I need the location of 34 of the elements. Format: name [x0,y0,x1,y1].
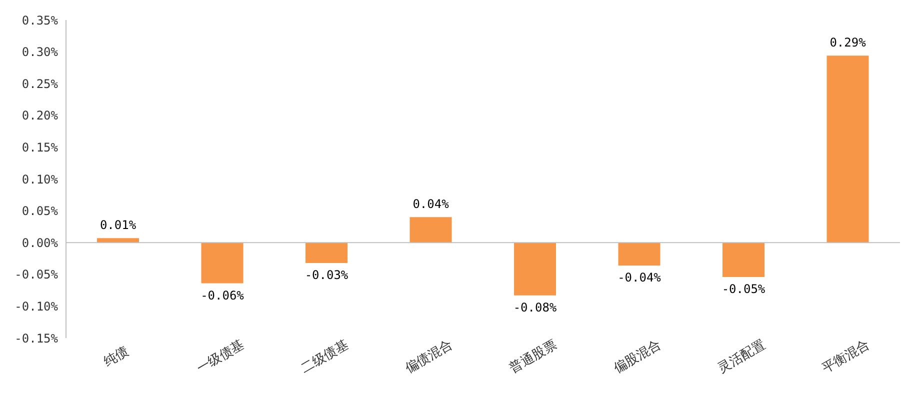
y-tick-label: 0.10% [22,172,59,186]
y-tick-label: 0.00% [22,236,59,250]
bar [306,242,348,263]
y-tick-label: 0.05% [22,204,59,218]
bar [618,242,660,266]
data-label: -0.03% [304,268,349,282]
x-tick-label: 普通股票 [506,336,560,376]
y-tick-label: -0.10% [14,299,59,314]
bar [722,242,764,277]
data-label: -0.08% [513,300,558,314]
x-tick-label: 纯债 [101,344,132,370]
x-tick-label: 平衡混合 [820,337,872,376]
bar [514,242,556,296]
data-label: -0.04% [618,270,662,284]
data-label: 0.29% [830,36,867,50]
y-tick-label: -0.05% [14,268,59,282]
y-tick-label: 0.15% [22,140,59,154]
data-label: -0.06% [200,288,245,302]
data-label: 0.01% [100,218,137,232]
y-tick-label: 0.35% [22,13,59,28]
x-tick-label: 一级债基 [194,337,247,376]
y-tick-label: 0.20% [22,108,59,123]
x-tick-label: 偏债混合 [402,337,456,376]
bar [201,242,244,284]
x-tick-label: 二级债基 [298,337,352,376]
bar [410,217,452,243]
y-tick-label: -0.15% [14,331,59,346]
x-tick-label: 灵活配置 [716,337,768,376]
y-tick-label: 0.30% [22,45,59,60]
y-tick-label: 0.25% [22,76,59,91]
data-label: -0.05% [722,282,766,296]
x-tick-label: 偏股混合 [611,337,664,376]
data-label: 0.04% [412,197,450,212]
bar [826,56,869,243]
